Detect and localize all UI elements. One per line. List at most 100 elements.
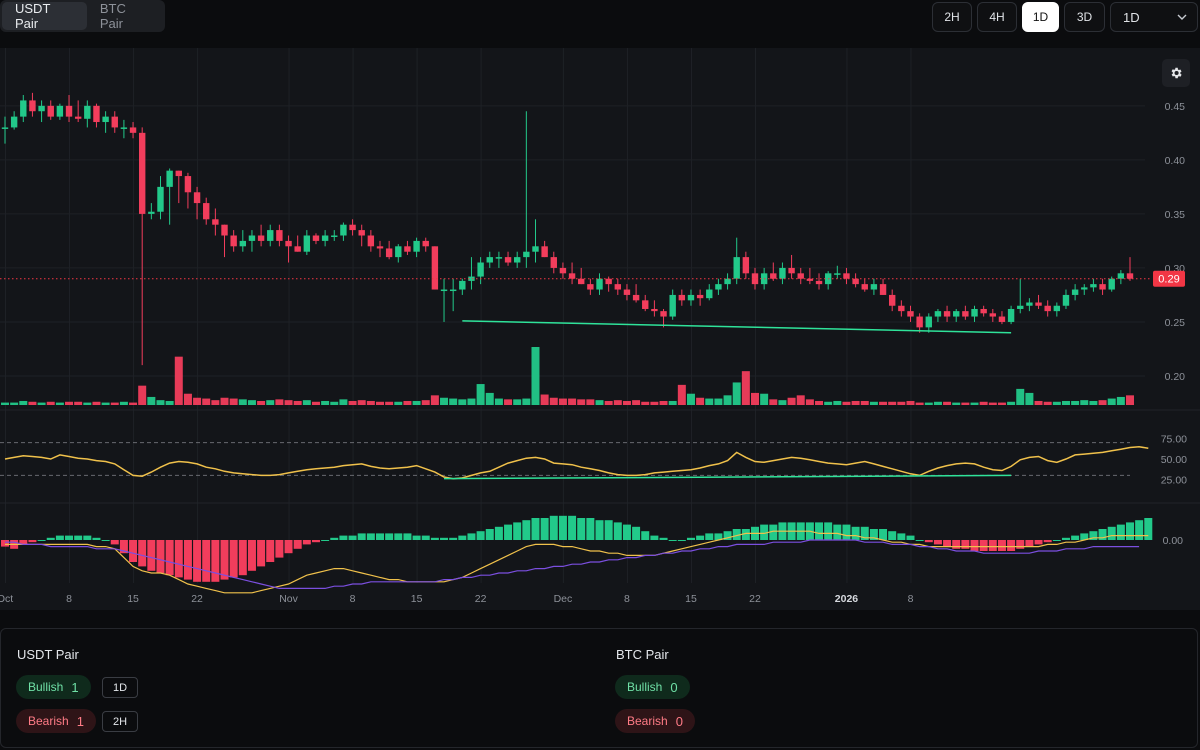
x-axis-label: 15 [685,593,697,605]
volume-bar [1,402,9,405]
candle-body [998,316,1006,322]
candle-body [523,251,530,258]
candle-body [157,186,164,212]
usdt-bullish-timeframe-tag[interactable]: 1D [102,677,139,698]
volume-bar [586,399,595,405]
candle-body [614,284,622,290]
interval-select[interactable]: 1D [1110,2,1198,32]
macd-histogram-bar [1135,520,1144,540]
usdt-bearish-timeframe-tag[interactable]: 2H [102,711,139,732]
timeframe-4h-button[interactable]: 4H [977,2,1017,32]
candle-body [1007,308,1015,322]
candle-body [669,294,676,317]
volume-bar [851,400,860,405]
macd-histogram-bar [110,540,119,545]
usdt-bullish-badge[interactable]: Bullish 1 [16,675,91,699]
candle-body [925,316,932,328]
timeframe-3d-button[interactable]: 3D [1064,2,1105,32]
candle-body [916,316,923,328]
candle-body [303,235,311,252]
macd-histogram-bar [1061,537,1070,540]
volume-bar [513,399,522,405]
interval-select-value: 1D [1123,9,1140,25]
btc-bullish-badge[interactable]: Bullish 0 [615,675,690,699]
macd-histogram-bar [229,540,238,578]
macd-histogram-bar [869,529,878,540]
volume-bar [604,400,613,405]
candle-body [1071,289,1079,295]
macd-histogram-bar [1116,524,1125,540]
tab-btc-pair[interactable]: BTC Pair [99,1,126,31]
volume-bar [92,401,101,405]
candle-body [257,235,265,241]
volume-bar [449,398,458,405]
btc-bearish-badge[interactable]: Bearish 0 [615,709,695,733]
macd-histogram-bar [641,531,650,540]
volume-bar [494,398,503,405]
candle-body [632,294,640,301]
candle-body [413,240,420,252]
volume-bar [339,399,348,405]
volume-bar [412,400,421,405]
macd-histogram-bar [494,526,503,540]
chevron-down-icon [1177,14,1187,20]
candle-body [907,311,914,317]
volume-bar [842,401,851,405]
macd-histogram-bar [760,524,769,540]
volume-bar [613,400,622,405]
candle-body [230,235,237,247]
macd-histogram-bar [769,524,778,540]
chart-settings-button[interactable] [1162,59,1190,87]
volume-bar [110,402,119,405]
macd-histogram-bar [952,540,961,549]
macd-histogram-bar [1043,540,1052,543]
candle-body [687,294,695,301]
usdt-bearish-badge[interactable]: Bearish 1 [16,709,96,733]
candle-body [1026,302,1033,306]
volume-bar [376,401,384,405]
macd-histogram-bar [183,540,192,580]
candle-body [459,280,466,290]
volume-bar [293,400,302,405]
macd-histogram-bar [1080,533,1089,540]
x-axis-label: 15 [411,593,423,605]
candle-body [1017,305,1024,309]
candle-body [962,311,969,317]
volume-bar [1043,401,1052,405]
chart-area[interactable]: 0.45 0.40 0.35 0.30 0.25 0.20 0.29 75.00 50.00 25… [0,48,1200,610]
candle-body [120,127,128,129]
rsi-tick-label: 25.00 [1161,475,1187,487]
candle-body [65,105,73,117]
volume-bar [796,395,805,405]
candle-body [20,100,27,117]
price-chart[interactable]: 0.450.400.350.300.250.200.2975.0050.0025… [0,48,1200,610]
candle-body [1062,294,1070,306]
x-axis-label: 22 [191,593,203,605]
volume-bar [74,401,83,405]
candle-body [1099,284,1106,290]
volume-bar [28,401,37,405]
candle-body [1,127,9,129]
candle-body [468,276,475,281]
macd-histogram-bar [193,540,202,582]
volume-bar [997,402,1006,405]
candle-body [449,289,457,292]
candle-body [870,284,878,290]
macd-histogram-bar [622,524,631,540]
volume-bar [129,402,138,405]
candle-body [38,105,45,112]
volume-bar [101,402,110,405]
volume-bar [1098,400,1107,405]
timeframe-1d-button[interactable]: 1D [1022,2,1059,32]
price-tick-label: 0.20 [1165,371,1186,383]
timeframe-2h-button[interactable]: 2H [932,2,972,32]
candle-body [888,294,896,306]
candle-body [550,257,557,268]
macd-histogram-bar [1071,535,1080,540]
macd-histogram-bar [174,540,183,578]
candle-body [440,289,448,292]
candle-body [953,311,960,317]
candle-body [1053,305,1061,312]
macd-histogram-bar [284,540,293,554]
tab-usdt-pair[interactable]: USDT Pair [2,1,87,31]
